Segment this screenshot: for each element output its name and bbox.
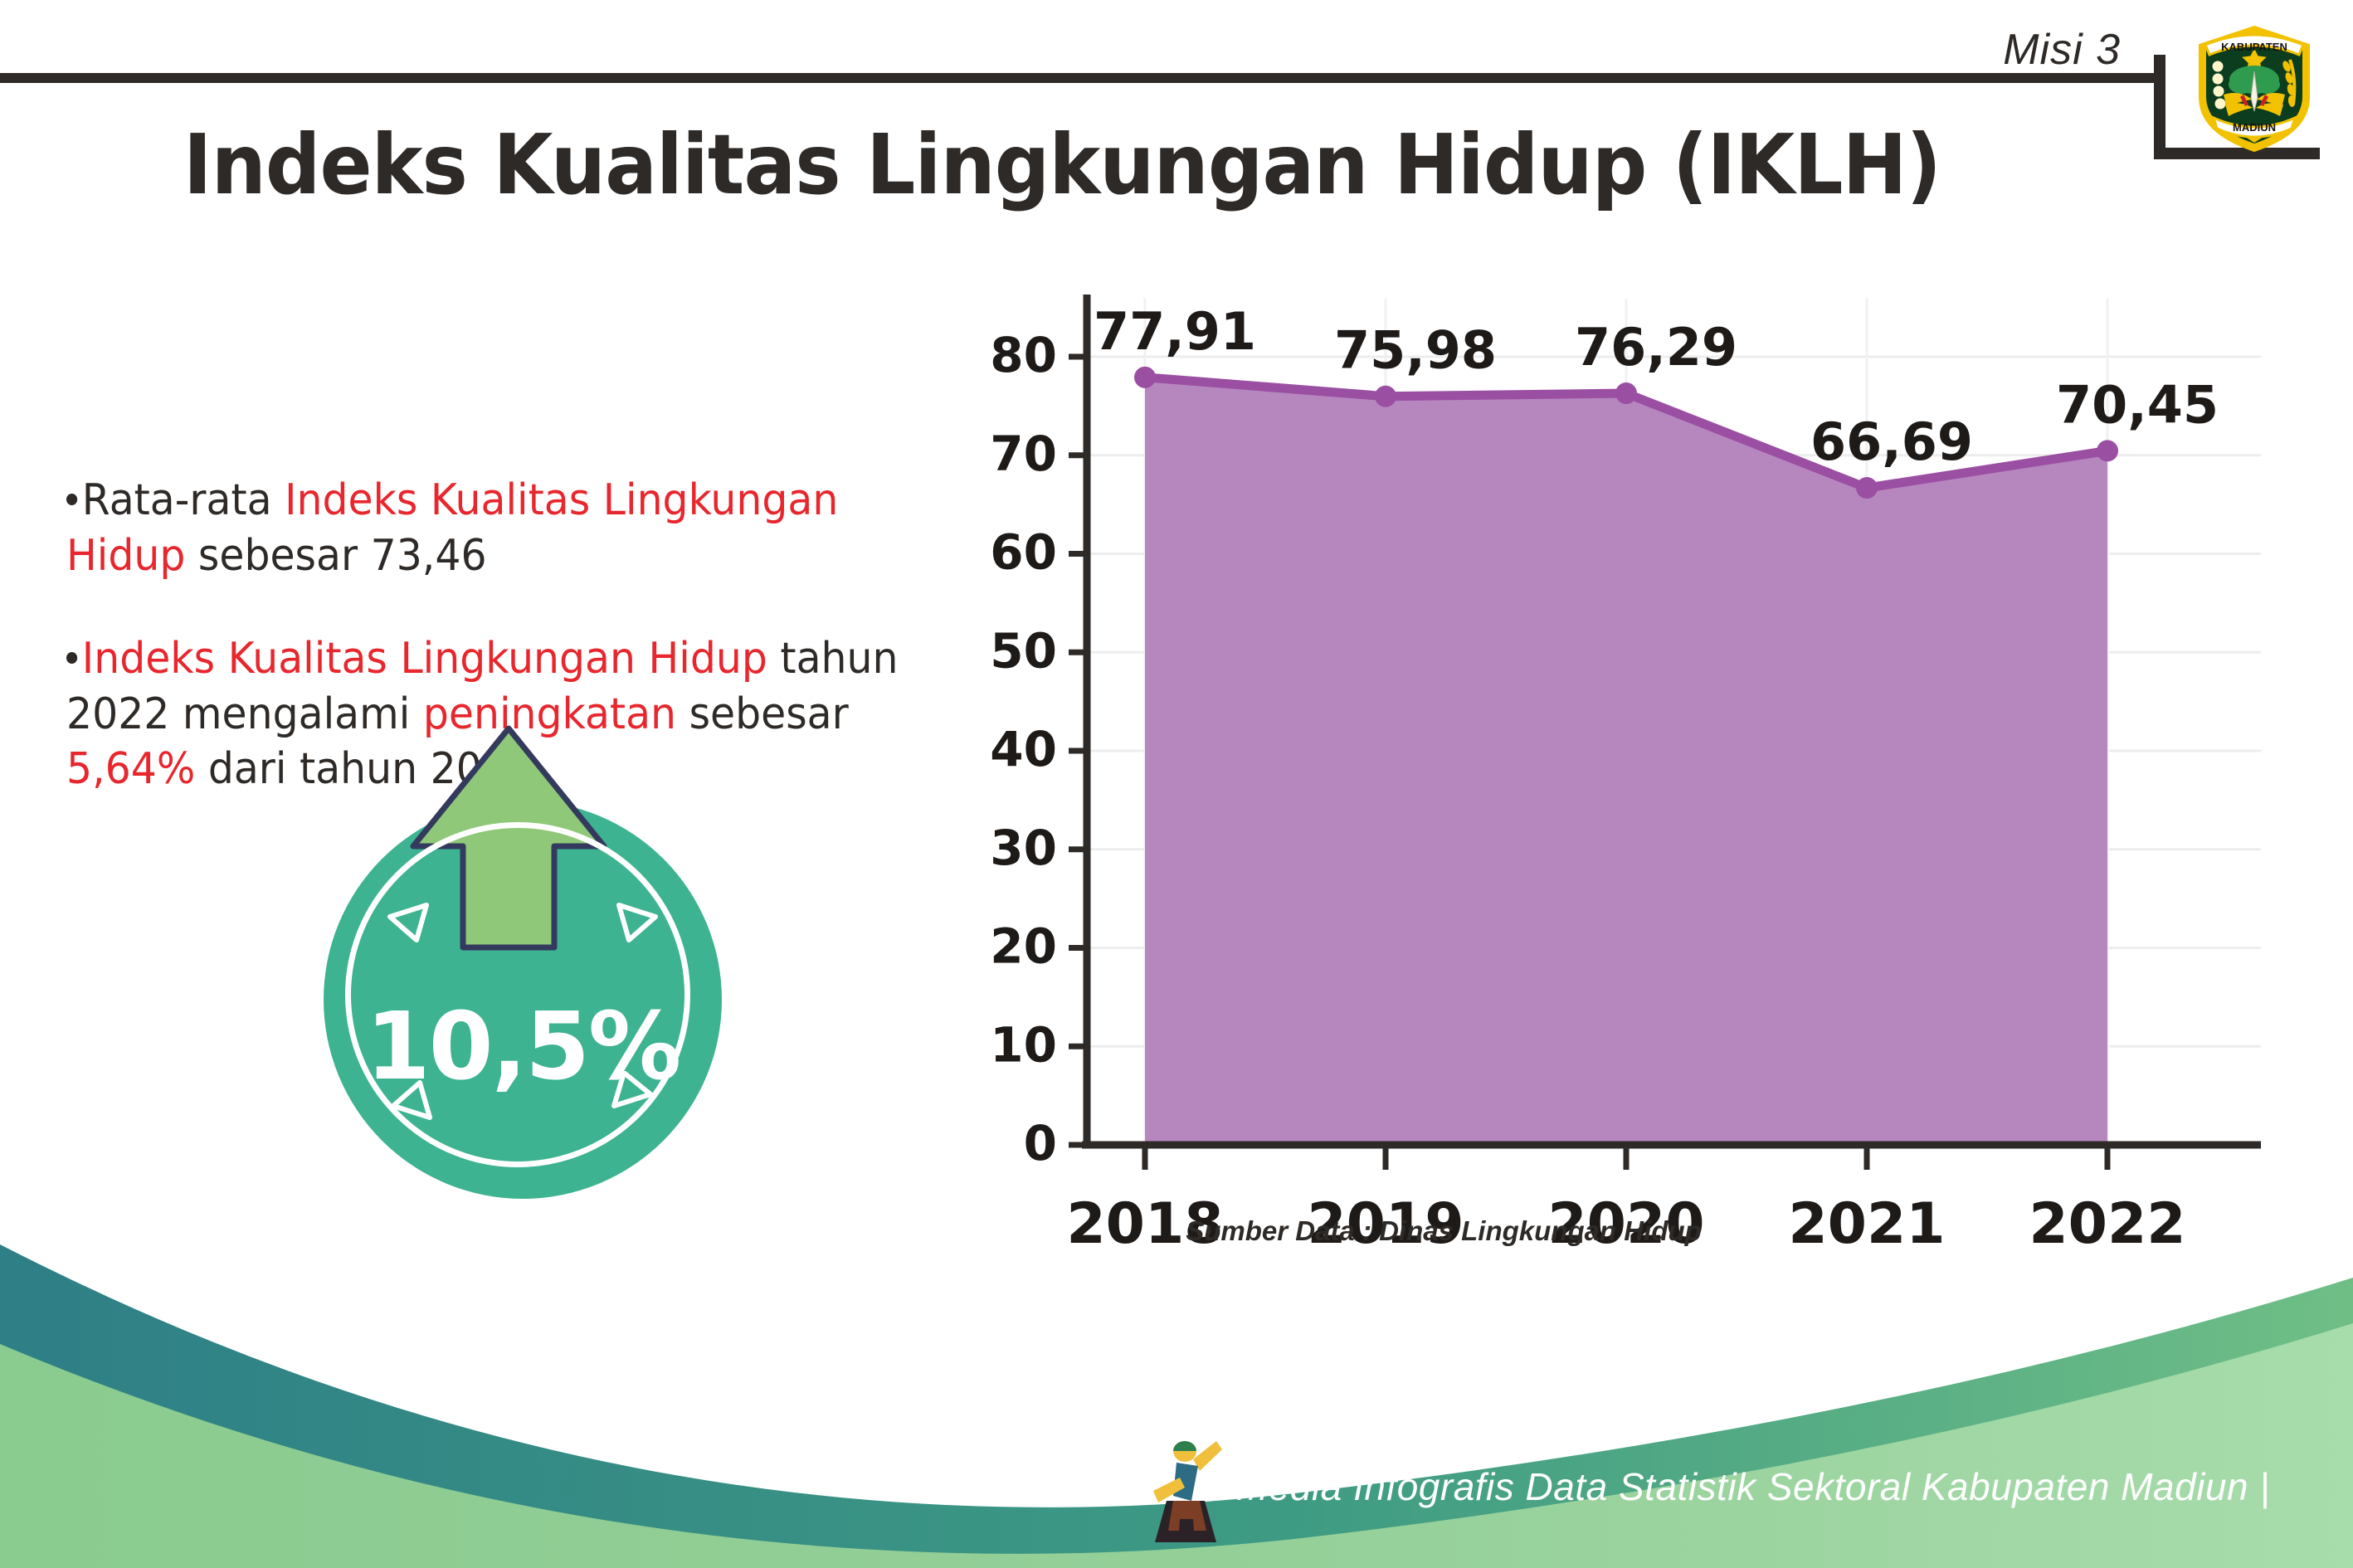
data-point-marker (2097, 440, 2118, 462)
logo-bottom-text: MADIUN (2233, 121, 2276, 134)
data-point-marker (1615, 382, 1637, 405)
highlighted-phrase: Indeks Kualitas Lingkungan Hidup (66, 475, 839, 581)
x-axis-tick-label: 2021 (1788, 1191, 1945, 1257)
badge-tick-bottom-left-icon (388, 1076, 436, 1124)
list-item: Indeks Kualitas Lingkungan Hidup tahun 2… (66, 631, 932, 797)
highlighted-phrase: 5,64% (66, 744, 196, 795)
iklh-area-chart: 0 10 20 30 40 50 60 70 80 2018 2019 2020 2021 2022 7… (979, 282, 2273, 1278)
bracket-vertical-bar (2154, 55, 2165, 159)
y-axis-tick-label: 70 (990, 426, 1057, 482)
y-axis-tick-label: 80 (990, 327, 1057, 383)
header-divider-rule (0, 73, 2165, 83)
highlighted-phrase: Indeks Kualitas Lingkungan Hidup (81, 634, 767, 684)
chart-x-axis-tick-labels: 2018 2019 2020 2021 2022 (1066, 1191, 2185, 1257)
statistics-mascot-icon (1143, 1439, 1235, 1547)
x-axis-tick-label: 2019 (1307, 1191, 1464, 1257)
kabupaten-madiun-logo-icon: KABUPATEN MADIUN (2190, 18, 2319, 155)
data-label: 77,91 (1094, 301, 1256, 362)
bracket-horizontal-bar (2154, 148, 2320, 159)
bullet-text-1: Rata-rata Indeks Kualitas Lingkungan Hid… (66, 475, 838, 581)
plain-phrase: Rata-rata (81, 475, 285, 525)
logo-top-text: KABUPATEN (2221, 41, 2287, 53)
plain-phrase: sebesar (676, 689, 849, 739)
badge-inner-ring (345, 822, 690, 1167)
summary-bullet-list: Rata-rata Indeks Kualitas Lingkungan Hid… (66, 473, 987, 845)
data-label: 66,69 (1810, 411, 1973, 472)
y-axis-tick-label: 10 (990, 1016, 1057, 1073)
x-axis-tick-label: 2020 (1547, 1191, 1704, 1257)
data-label: 75,98 (1334, 320, 1497, 381)
bullet-dot-icon (66, 494, 78, 505)
chart-y-axis-tick-labels: 0 10 20 30 40 50 60 70 80 (990, 327, 1057, 1171)
data-point-marker (1375, 385, 1396, 407)
plain-phrase: sebesar 73,46 (185, 530, 487, 581)
chart-data-markers (1134, 366, 2118, 499)
x-axis-tick-label: 2018 (1066, 1191, 1223, 1257)
chart-axes (1069, 295, 2261, 1170)
bullet-dot-icon (66, 652, 78, 665)
highlighted-phrase: peningkatan (422, 689, 677, 739)
x-axis-tick-label: 2022 (2029, 1191, 2185, 1257)
badge-value-label: 10,5% (365, 993, 682, 1101)
plain-phrase: tahun 2022 mengalami (66, 634, 899, 739)
header-corner-bracket (2154, 55, 2353, 163)
increase-badge: 10,5% (324, 725, 722, 1199)
y-axis-tick-label: 0 (1024, 1115, 1057, 1171)
chart-area-fill (1145, 377, 2107, 1146)
y-axis-tick-label: 40 (990, 721, 1057, 777)
y-axis-tick-label: 20 (990, 918, 1057, 975)
bullet-text-2: Indeks Kualitas Lingkungan Hidup tahun 2… (66, 634, 898, 794)
y-axis-tick-label: 50 (990, 622, 1057, 679)
list-item: Rata-rata Indeks Kualitas Lingkungan Hid… (66, 473, 932, 583)
data-label: 70,45 (2056, 374, 2219, 435)
badge-tick-top-right-icon (614, 898, 662, 947)
y-axis-tick-label: 60 (990, 524, 1057, 581)
chart-data-labels: 77,91 75,98 76,29 66,69 70,45 (1094, 301, 2219, 472)
area-series-fill (1145, 377, 2107, 1146)
footer-wave-decoration (0, 1220, 2353, 1568)
badge-tick-top-left-icon (383, 898, 431, 947)
badge-tick-bottom-right-icon (607, 1070, 655, 1119)
y-axis-tick-label: 30 (990, 820, 1057, 876)
data-label: 76,29 (1575, 317, 1737, 377)
chart-source-caption: Sumber Data : Dinas Lingkungan Hidup (1186, 1215, 1702, 1246)
data-point-marker (1134, 366, 1156, 388)
data-point-marker (1856, 477, 1878, 499)
wave-light-band (0, 1323, 2353, 1568)
misi-label: Misi 3 (2003, 26, 2121, 74)
page-title: Indeks Kualitas Lingkungan Hidup (IKLH) (183, 116, 1941, 213)
footer-caption: Media Infografis Data Statistik Sektoral… (1236, 1465, 2270, 1508)
